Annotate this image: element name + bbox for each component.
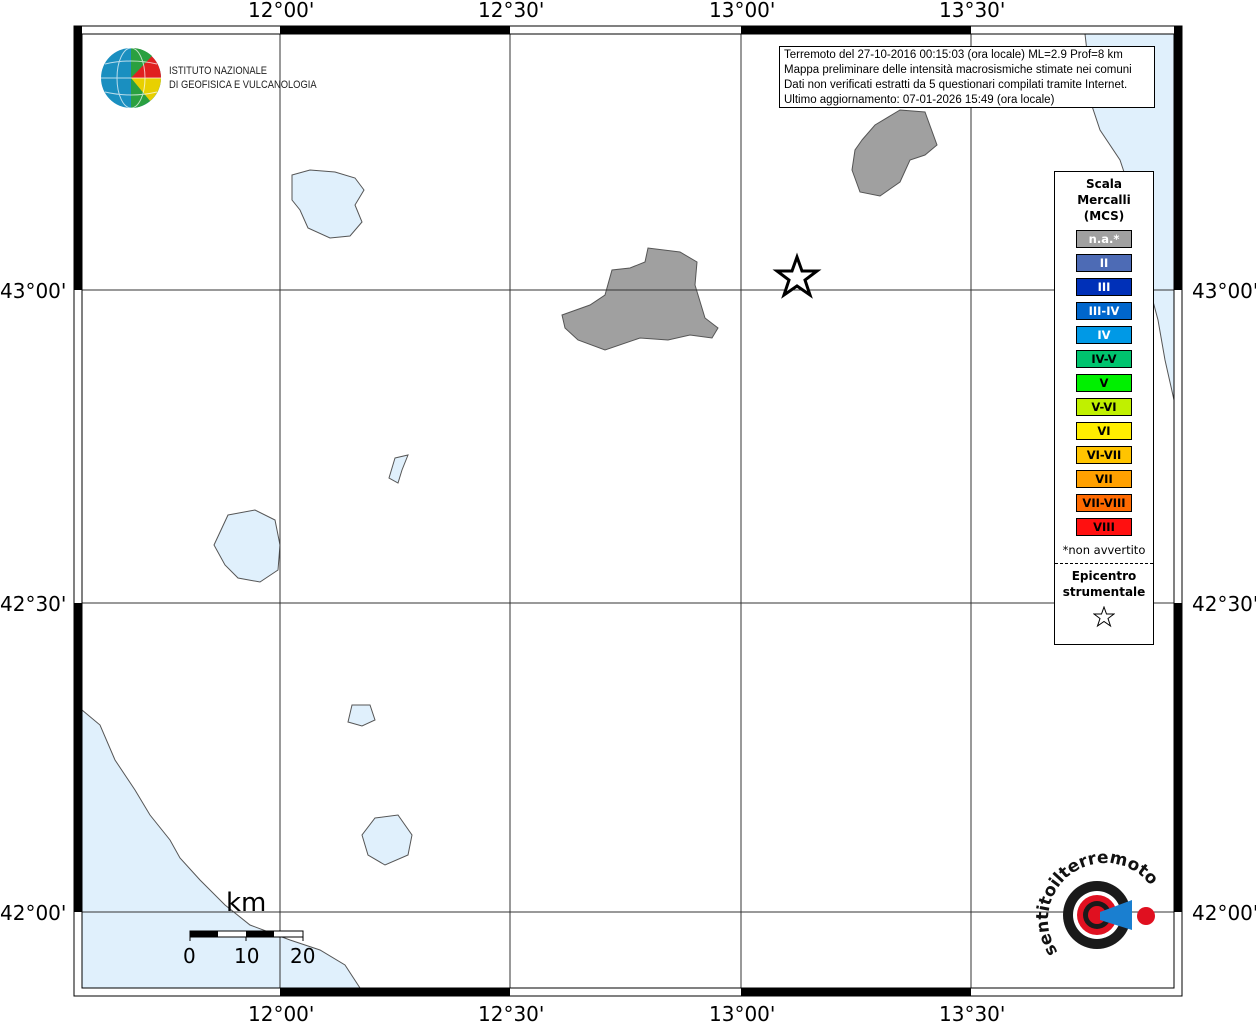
lon-tick-bottom: 12°30' bbox=[478, 1002, 545, 1026]
lon-tick-bottom: 12°00' bbox=[248, 1002, 315, 1026]
legend-swatch-viii: VIII bbox=[1076, 518, 1132, 536]
lat-tick-left: 42°00' bbox=[0, 901, 67, 925]
info-line: Terremoto del 27-10-2016 00:15:03 (ora l… bbox=[784, 49, 1123, 61]
epicenter-label-line: strumentale bbox=[1062, 585, 1146, 599]
lon-tick-bottom: 13°30' bbox=[939, 1002, 1006, 1026]
epicenter-label: Epicentro strumentale bbox=[1055, 568, 1153, 600]
lat-tick-right: 42°30' bbox=[1192, 592, 1256, 616]
lake-vico bbox=[347, 704, 376, 727]
legend-swatch-vi: VI bbox=[1076, 422, 1132, 440]
lat-tick-left: 42°30' bbox=[0, 592, 67, 616]
legend-swatch-vi-vii: VI-VII bbox=[1076, 446, 1132, 464]
legend-swatch-ii: II bbox=[1076, 254, 1132, 272]
lat-tick-left: 43°00' bbox=[0, 279, 67, 303]
info-line: Mappa preliminare delle intensità macros… bbox=[784, 64, 1132, 76]
legend-swatch-iv-v: IV-V bbox=[1076, 350, 1132, 368]
epicenter-label-line: Epicentro bbox=[1071, 569, 1137, 583]
epicenter-star-icon bbox=[772, 252, 822, 299]
lon-tick-top: 13°30' bbox=[939, 0, 1006, 22]
legend-title-line: Scala bbox=[1085, 177, 1123, 191]
map-frame bbox=[73, 25, 1183, 997]
lon-tick-top: 12°30' bbox=[478, 0, 545, 22]
ingv-logo-text: ISTITUTO NAZIONALE DI GEOFISICA E VULCAN… bbox=[169, 64, 317, 92]
svg-text:sentitoilterremoto.it: sentitoilterremoto.it bbox=[0, 0, 1162, 960]
sea-southwest bbox=[81, 708, 361, 989]
legend-swatch-v: V bbox=[1076, 374, 1132, 392]
legend-title-line: Mercalli bbox=[1077, 193, 1131, 207]
legend-divider bbox=[1055, 563, 1153, 564]
event-info-box: Terremoto del 27-10-2016 00:15:03 (ora l… bbox=[779, 46, 1155, 108]
legend-note: *non avvertito bbox=[1062, 543, 1146, 557]
legend-swatch-iii: III bbox=[1076, 278, 1132, 296]
scale-unit: km bbox=[226, 888, 267, 918]
scale-label: 10 bbox=[234, 944, 260, 968]
scale-label: 0 bbox=[183, 944, 196, 968]
info-line: Ultimo aggiornamento: 07-01-2026 15:49 (… bbox=[784, 94, 1055, 106]
legend-swatch-iv: IV bbox=[1076, 326, 1132, 344]
legend-swatch-v-vi: V-VI bbox=[1076, 398, 1132, 416]
scale-label: 20 bbox=[290, 944, 316, 968]
legend-swatch-vii-viii: VII-VIII bbox=[1076, 494, 1132, 512]
lon-tick-top: 13°00' bbox=[709, 0, 776, 22]
ingv-globe-logo bbox=[101, 47, 161, 109]
info-line: Dati non verificati estratti da 5 questi… bbox=[784, 79, 1128, 91]
lake-small-1 bbox=[388, 454, 409, 484]
lat-tick-right: 43°00' bbox=[1192, 279, 1256, 303]
lat-tick-right: 42°00' bbox=[1192, 901, 1256, 925]
ingv-line2: DI GEOFISICA E VULCANOLOGIA bbox=[169, 79, 317, 91]
legend-title-line: (MCS) bbox=[1083, 209, 1125, 223]
lon-tick-top: 12°00' bbox=[248, 0, 315, 22]
lake-trasimeno bbox=[291, 169, 365, 239]
mcs-legend: Scala Mercalli (MCS) n.a.* II III III-IV IV I… bbox=[1054, 171, 1154, 645]
legend-swatch-iii-iv: III-IV bbox=[1076, 302, 1132, 320]
star-icon bbox=[1092, 605, 1116, 628]
hsit-logo: sentitoilterremoto.it bbox=[0, 0, 1162, 960]
ingv-line1: ISTITUTO NAZIONALE bbox=[169, 65, 268, 77]
area-na-northeast bbox=[851, 109, 938, 197]
lon-tick-bottom: 13°00' bbox=[709, 1002, 776, 1026]
legend-swatches: n.a.* II III III-IV IV IV-V V V-VI VI VI-VII VII VI… bbox=[1055, 230, 1153, 536]
legend-swatch-n-a-: n.a.* bbox=[1076, 230, 1132, 248]
scale-bar bbox=[189, 930, 304, 941]
legend-swatch-vii: VII bbox=[1076, 470, 1132, 488]
lake-bracciano bbox=[361, 814, 413, 866]
area-na-central bbox=[561, 247, 719, 351]
legend-title: Scala Mercalli (MCS) bbox=[1055, 176, 1153, 224]
lake-bolsena bbox=[213, 509, 281, 583]
